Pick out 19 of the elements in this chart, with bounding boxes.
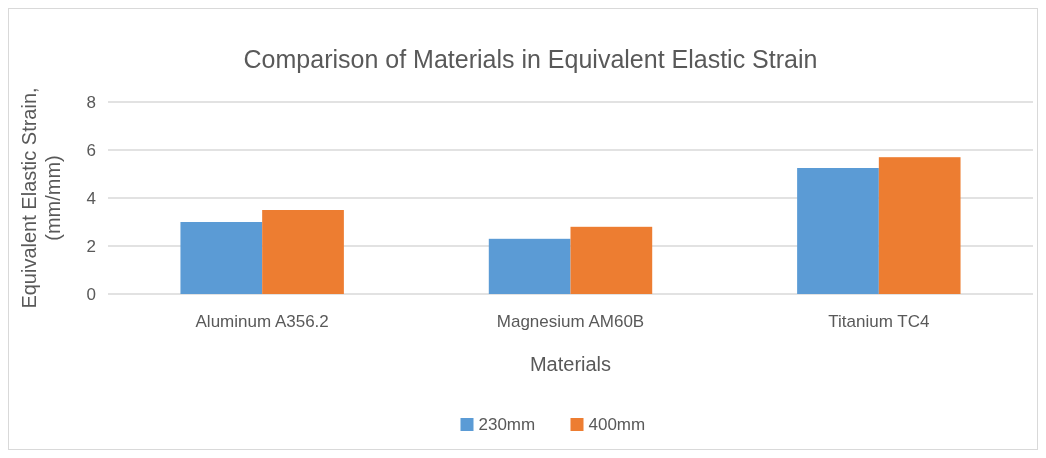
x-tick-label: Magnesium AM60B xyxy=(496,312,645,331)
bar xyxy=(797,168,879,294)
x-tick-label: Titanium TC4 xyxy=(828,312,930,331)
y-tick-label: 8 xyxy=(86,92,96,112)
legend-label: 400mm xyxy=(588,414,646,434)
y-tick-label: 2 xyxy=(86,236,96,256)
y-tick-label: 0 xyxy=(86,284,96,304)
bar xyxy=(570,226,653,294)
bar xyxy=(878,157,961,294)
bar xyxy=(180,222,263,294)
x-axis-title: Materials xyxy=(529,353,612,375)
chart-title: Comparison of Materials in Equivalent Elastic Strain xyxy=(243,45,818,73)
bar xyxy=(488,238,571,294)
bar xyxy=(262,210,344,294)
x-tick-label: Aluminum A356.2 xyxy=(195,312,329,331)
legend-label: 230mm xyxy=(478,414,536,434)
y-axis-title: Equivalent Elastic Strain, (mm/mm) xyxy=(18,87,64,309)
y-tick-label: 4 xyxy=(86,188,96,208)
y-tick-label: 6 xyxy=(86,140,96,160)
